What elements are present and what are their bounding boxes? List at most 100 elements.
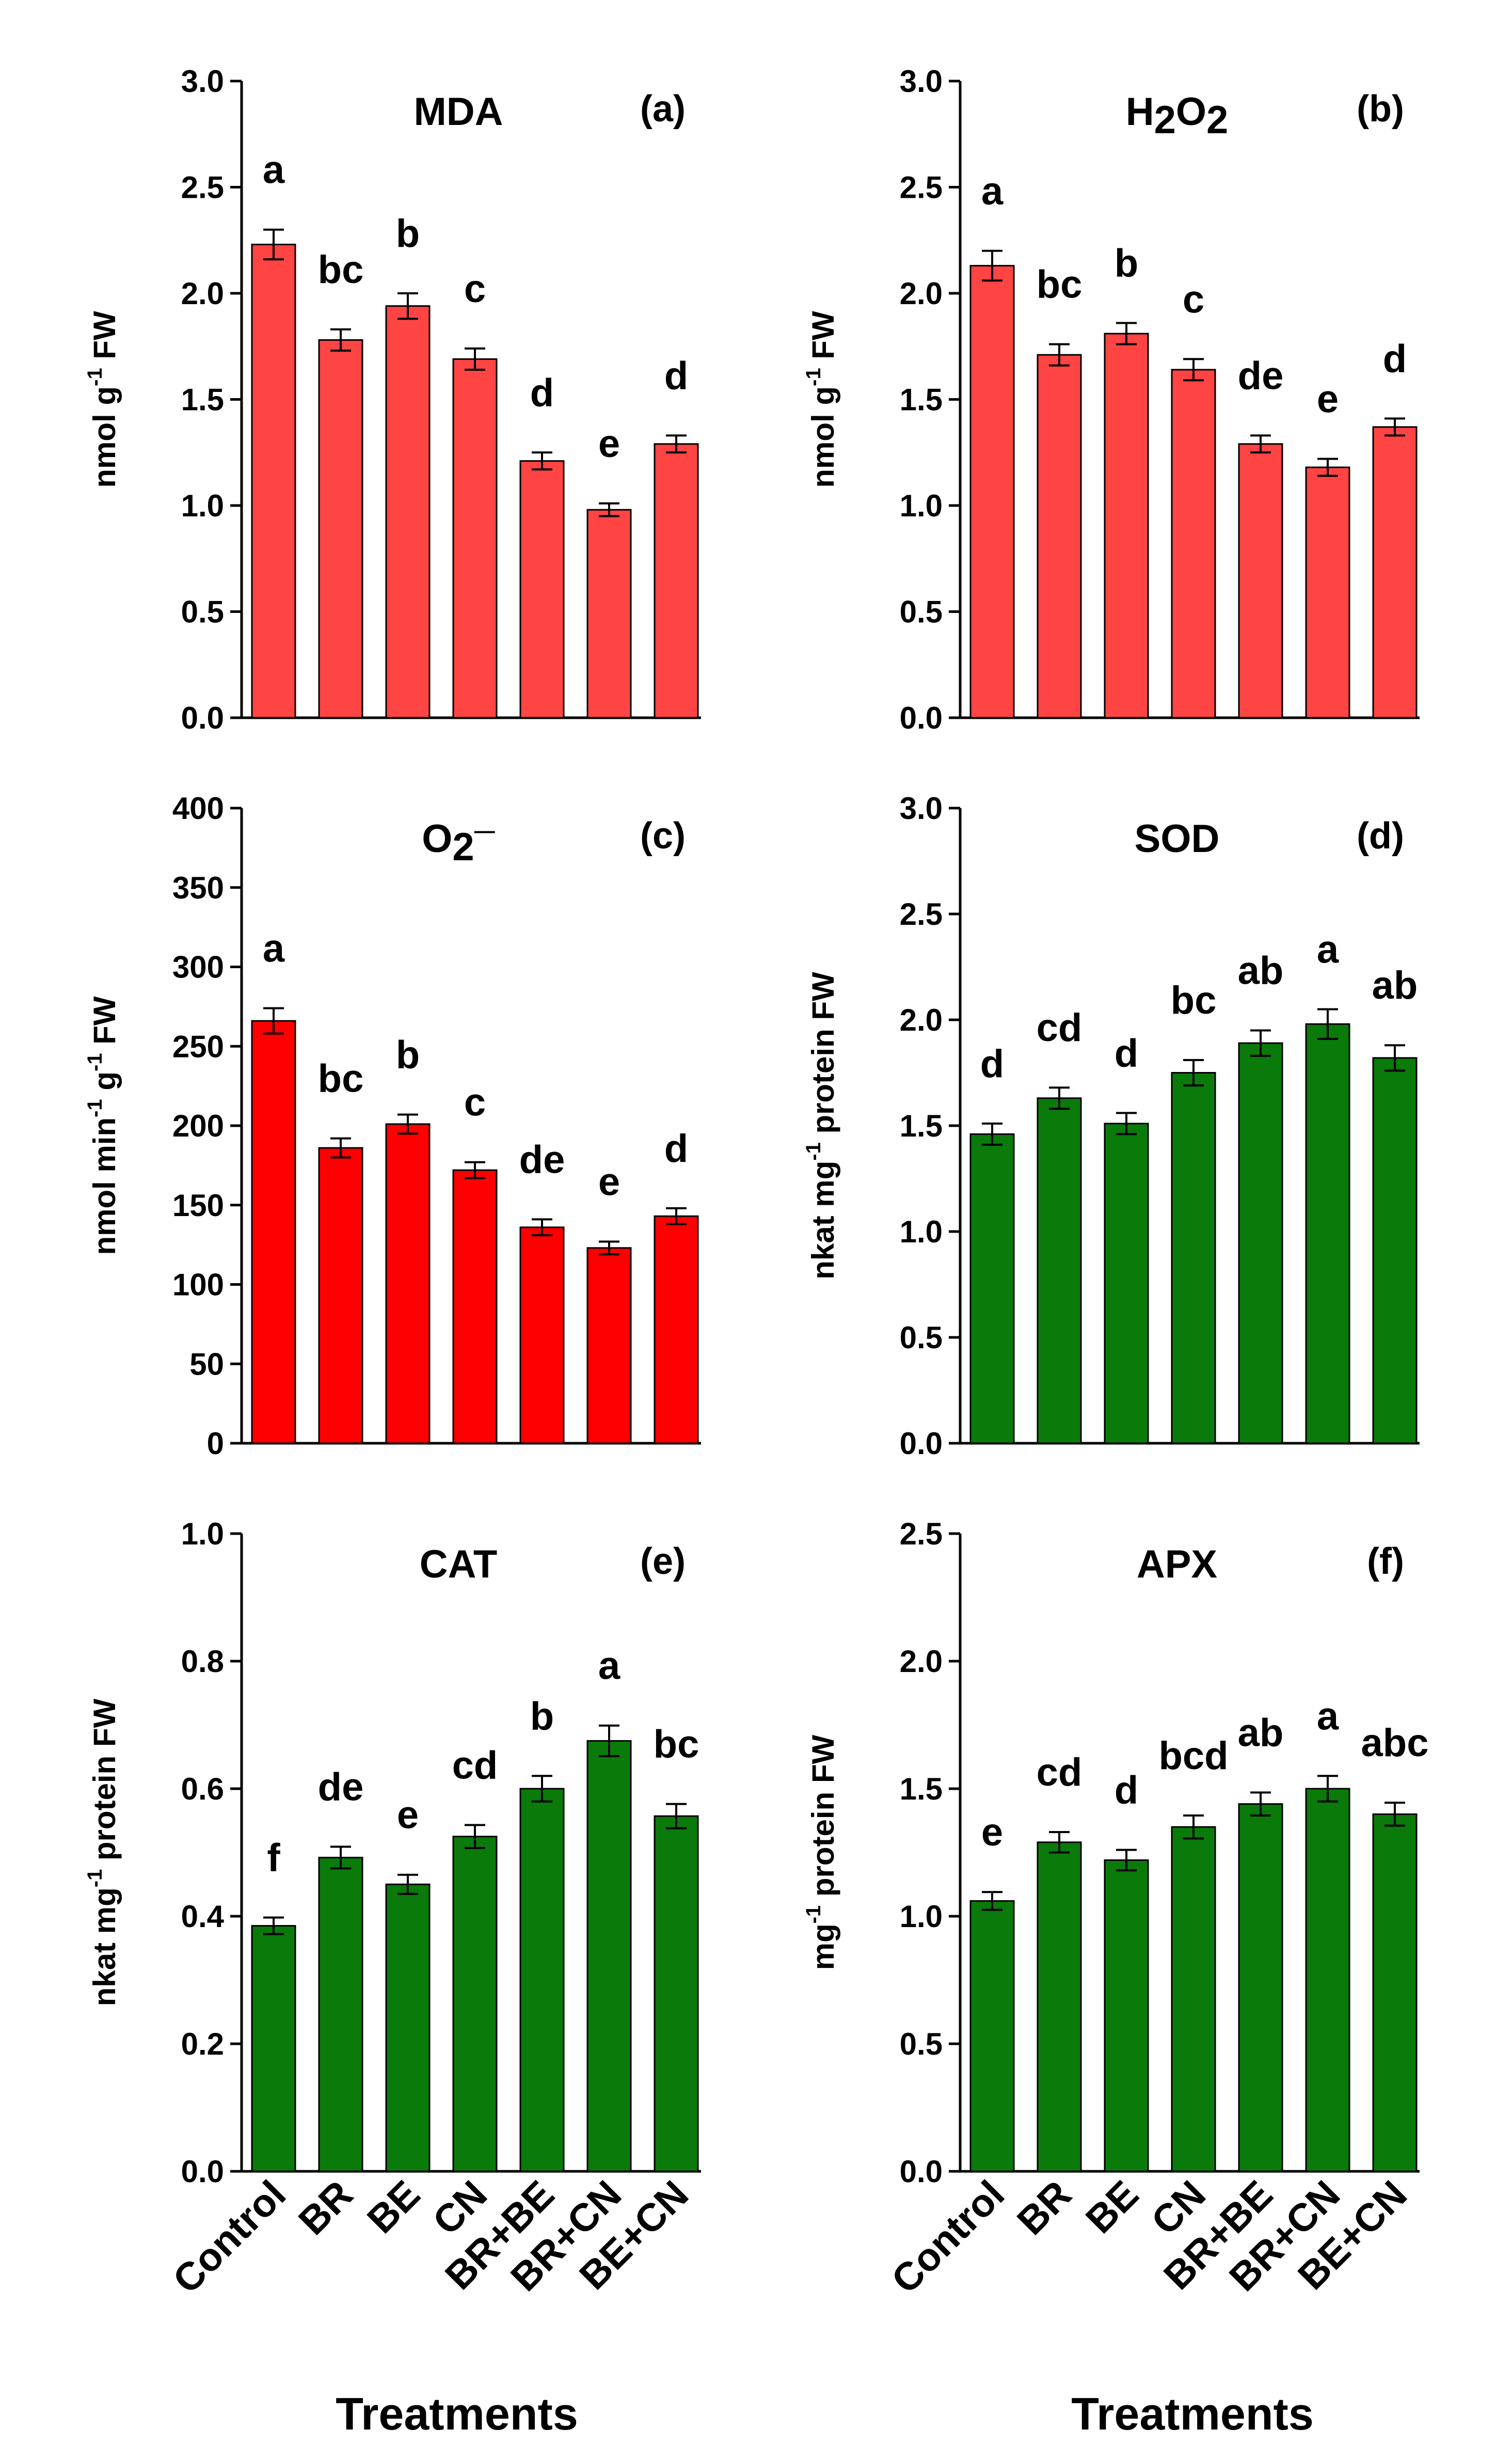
chart-title-subscript: 2: [1206, 98, 1228, 142]
significance-letter: a: [1317, 928, 1339, 972]
x-tick-label: BE: [359, 2172, 428, 2242]
bar: [1171, 1826, 1216, 2172]
chart-title-text: H: [1126, 90, 1154, 134]
bar: [969, 1900, 1015, 2172]
y-tick-label: 50: [189, 1347, 224, 1381]
bar: [452, 358, 498, 719]
bar: [1238, 443, 1283, 719]
bar: [452, 1836, 498, 2172]
bar: [1305, 1023, 1350, 1444]
chart-title-subscript: 2: [1154, 98, 1176, 142]
significance-letter: bc: [1037, 263, 1083, 307]
y-tick-label: 1.5: [900, 1109, 943, 1143]
x-tick-label: BE: [1077, 2172, 1147, 2242]
y-axis-label-superscript: -1: [84, 1053, 106, 1071]
significance-letter: ab: [1372, 964, 1418, 1007]
significance-letter: bc: [318, 1057, 364, 1101]
significance-letter: cd: [1037, 1750, 1083, 1794]
y-tick-label: 2.0: [900, 276, 943, 311]
significance-letter: a: [1317, 1694, 1339, 1738]
y-axis-label: nmol g-1 FW: [802, 311, 840, 488]
panel-label: (f): [1367, 1541, 1404, 1582]
y-axis-label-suffix: protein FW: [806, 1734, 840, 1905]
bar: [654, 443, 699, 719]
y-axis-label-suffix: FW: [87, 311, 122, 368]
bar: [1104, 1123, 1149, 1444]
y-tick-label: 0.0: [900, 701, 943, 735]
significance-letter: d: [1383, 337, 1407, 381]
bar: [1372, 1813, 1418, 2172]
significance-letter: b: [1115, 242, 1138, 286]
chart-title-text: CAT: [420, 1542, 498, 1586]
significance-letter: e: [981, 1810, 1003, 1854]
y-tick-label: 3.0: [900, 791, 943, 826]
y-tick-label: 0.5: [900, 595, 943, 629]
x-tick-label: BR: [1009, 2172, 1080, 2244]
significance-letter: d: [664, 354, 688, 398]
significance-letter: a: [598, 1644, 620, 1688]
significance-letter: de: [318, 1765, 364, 1809]
significance-letter: ab: [1238, 949, 1284, 993]
significance-letter: bc: [1171, 979, 1217, 1022]
chart-title: CAT: [420, 1542, 498, 1586]
bar: [385, 1883, 431, 2172]
significance-letter: cd: [1037, 1006, 1083, 1050]
y-tick-label: 0.0: [900, 2154, 943, 2189]
significance-letter: c: [464, 267, 486, 311]
y-axis-label-suffix: FW: [806, 311, 840, 368]
y-tick-label: 1.5: [900, 1772, 943, 1806]
bar: [1104, 333, 1149, 719]
y-axis-label: mg-1 protein FW: [802, 1734, 840, 1970]
y-axis-label-suffix: protein FW: [806, 972, 840, 1142]
y-tick-label: 0.0: [181, 2154, 224, 2189]
bar: [385, 305, 431, 719]
chart-title-text: MDA: [413, 90, 503, 134]
y-axis-label: nmol g-1 FW: [84, 311, 122, 488]
significance-letter: bc: [654, 1723, 699, 1766]
y-axis-label-superscript: -1: [802, 1905, 825, 1924]
chart-title: SOD: [1135, 817, 1220, 861]
significance-letter: b: [396, 1033, 420, 1077]
y-tick-label: 0.6: [181, 1772, 224, 1806]
y-tick-label: 2.0: [900, 1003, 943, 1037]
y-tick-label: 2.5: [900, 1517, 943, 1551]
bar: [1305, 466, 1350, 719]
y-tick-label: 0.8: [181, 1644, 224, 1679]
y-axis-label-text: g: [87, 1071, 122, 1099]
bar: [318, 1147, 363, 1444]
bar: [1104, 1859, 1149, 2172]
bar: [586, 1740, 632, 2172]
bar: [519, 1226, 565, 1444]
y-axis-label-superscript: -1: [84, 1869, 106, 1888]
chart-title-text: SOD: [1135, 817, 1220, 861]
y-tick-label: 1.0: [181, 1517, 224, 1551]
y-axis-label-suffix: protein FW: [87, 1698, 122, 1869]
significance-letter: e: [598, 1160, 620, 1204]
y-axis-label: nkat mg-1 protein FW: [84, 1698, 122, 2006]
bar: [519, 460, 565, 719]
significance-letter: bc: [318, 248, 364, 292]
y-tick-label: 1.0: [900, 1899, 943, 1934]
y-axis-label-text: nmol g: [806, 386, 840, 488]
y-tick-label: 2.5: [900, 897, 943, 932]
bar: [1238, 1803, 1283, 2172]
y-tick-label: 1.0: [900, 488, 943, 523]
y-tick-label: 1.5: [900, 383, 943, 417]
y-axis-label-superscript: -1: [802, 1142, 825, 1161]
y-tick-label: 1.0: [181, 488, 224, 523]
bar: [452, 1169, 498, 1444]
chart-title-superscript: —: [474, 819, 495, 842]
chart-panel-f: 0.0 0.5 1.0 1.5 2.0 2.5 mg-1 protein FW APX (f) e…: [802, 1517, 1428, 2302]
y-tick-label: 200: [172, 1109, 224, 1143]
chart-panel-a: 0.0 0.5 1.0 1.5 2.0 2.5 3.0 nmol g-1 FW MDA (a) a b…: [84, 64, 701, 735]
significance-letter: cd: [452, 1743, 498, 1787]
significance-letter: d: [980, 1042, 1004, 1086]
significance-letter: d: [1115, 1031, 1138, 1075]
bar: [586, 1247, 632, 1444]
bar: [969, 1133, 1015, 1444]
x-tick-label: Control: [165, 2172, 294, 2302]
significance-letter: b: [530, 1694, 554, 1738]
